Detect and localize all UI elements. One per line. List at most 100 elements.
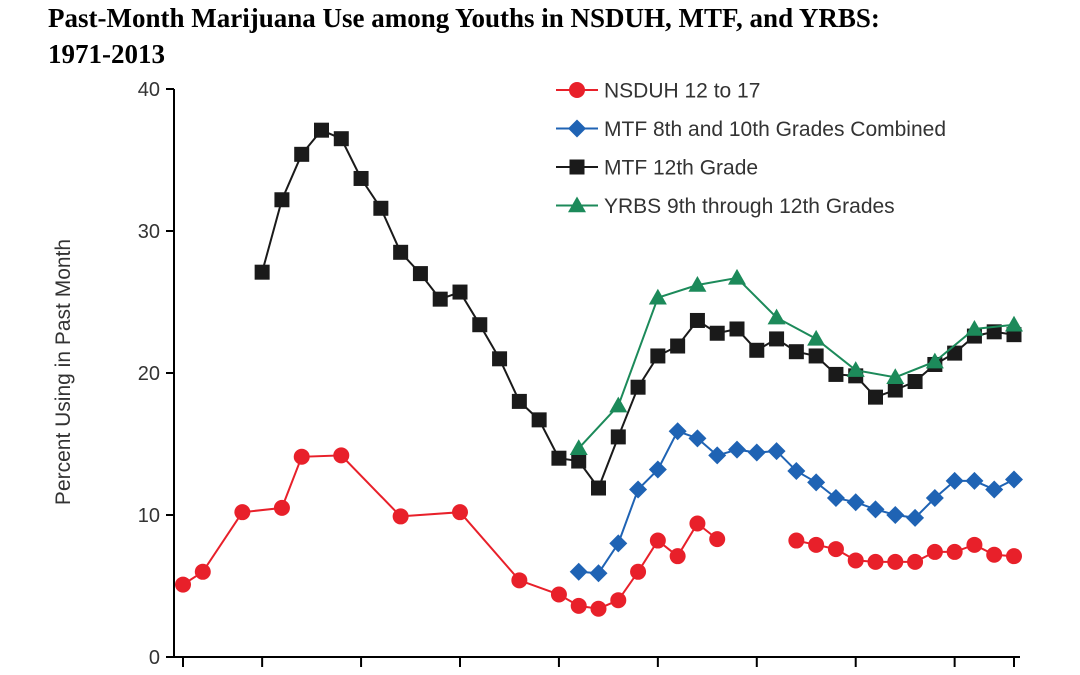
series-nsduh-12-to-17 <box>175 447 1022 617</box>
data-point <box>769 331 785 347</box>
y-tick-label: 20 <box>138 363 160 385</box>
legend-marker <box>569 82 585 98</box>
data-point <box>393 244 409 260</box>
data-point <box>728 440 746 459</box>
data-point <box>551 450 567 466</box>
data-point <box>294 146 310 162</box>
data-point <box>925 488 944 507</box>
data-point <box>591 480 606 496</box>
data-point <box>689 312 705 328</box>
data-point <box>708 446 727 465</box>
data-point <box>887 553 904 570</box>
data-point <box>907 553 924 570</box>
data-point <box>550 586 567 603</box>
y-tick-label: 40 <box>138 79 160 101</box>
data-point <box>808 536 825 553</box>
data-point <box>669 548 686 565</box>
series-line <box>182 454 718 610</box>
data-point <box>648 288 667 305</box>
data-point <box>965 319 984 336</box>
y-tick-label: 0 <box>149 647 160 669</box>
data-point <box>807 473 826 492</box>
data-point <box>728 268 746 285</box>
data-point <box>630 379 646 395</box>
data-point <box>194 563 211 580</box>
data-point <box>412 266 428 282</box>
series-yrbs-9th-through-12th-grades <box>569 268 1023 456</box>
data-point <box>866 500 885 519</box>
series-line <box>577 276 1015 449</box>
data-point <box>668 422 687 441</box>
legend-item: YRBS 9th through 12th Grades <box>556 195 895 218</box>
data-point <box>747 443 766 462</box>
data-point <box>569 439 588 456</box>
data-point <box>630 563 647 580</box>
legend-item: MTF 8th and 10th Grades Combined <box>556 118 946 141</box>
data-point <box>947 345 963 361</box>
legend-item: NSDUH 12 to 17 <box>556 80 760 103</box>
data-point <box>234 504 251 521</box>
data-point <box>609 534 628 553</box>
plot-area <box>175 122 1023 617</box>
data-point <box>590 600 607 617</box>
chart-title-line-2: 1971-2013 <box>48 39 165 69</box>
data-point <box>492 351 508 367</box>
data-point <box>531 412 547 428</box>
data-point <box>966 536 983 553</box>
data-point <box>946 543 963 560</box>
data-point <box>808 348 824 364</box>
data-point <box>293 448 310 465</box>
data-point <box>749 342 765 358</box>
data-point <box>472 317 488 333</box>
data-point <box>807 329 826 346</box>
legend-marker <box>569 159 585 175</box>
legend-marker <box>568 196 586 213</box>
data-point <box>1006 548 1022 565</box>
data-point <box>511 393 527 409</box>
legend-label: NSDUH 12 to 17 <box>604 80 760 103</box>
axes: 0 10 20 30 40 <box>138 79 1020 669</box>
data-point <box>965 471 984 490</box>
data-point <box>689 515 706 532</box>
data-point <box>886 506 905 524</box>
data-point <box>709 325 725 341</box>
data-point <box>1005 470 1023 489</box>
data-point <box>867 553 884 570</box>
data-point <box>452 284 468 300</box>
data-point <box>906 508 925 527</box>
data-point <box>767 442 786 461</box>
legend: NSDUH 12 to 17 MTF 8th and 10th Grades Co… <box>556 80 946 218</box>
data-point <box>649 532 666 549</box>
legend-marker <box>568 119 586 138</box>
data-point <box>452 504 468 521</box>
data-point <box>589 564 608 583</box>
data-point <box>254 264 270 280</box>
data-point <box>847 552 864 569</box>
data-point <box>569 562 588 581</box>
legend-label: YRBS 9th through 12th Grades <box>604 195 895 218</box>
data-point <box>767 308 786 325</box>
data-point <box>985 480 1004 499</box>
y-tick-label: 10 <box>138 505 160 527</box>
data-point <box>353 170 369 186</box>
data-point <box>788 532 805 549</box>
data-point <box>945 471 964 490</box>
data-point <box>926 543 943 560</box>
legend-item: MTF 12th Grade <box>556 157 758 180</box>
data-point <box>709 531 726 548</box>
data-point <box>570 597 587 614</box>
data-point <box>432 291 448 307</box>
data-point <box>868 389 883 405</box>
data-point <box>610 592 627 609</box>
chart-title: Past-Month Marijuana Use among Youths in… <box>48 0 1068 72</box>
data-point <box>175 576 191 593</box>
data-point <box>788 344 804 360</box>
chart-title-line-1: Past-Month Marijuana Use among Youths in… <box>48 3 880 33</box>
data-point <box>846 493 865 512</box>
data-point <box>333 447 350 464</box>
data-point <box>846 361 865 377</box>
y-axis-label: Percent Using in Past Month <box>52 239 75 505</box>
data-point <box>650 348 666 364</box>
data-point <box>828 366 844 382</box>
